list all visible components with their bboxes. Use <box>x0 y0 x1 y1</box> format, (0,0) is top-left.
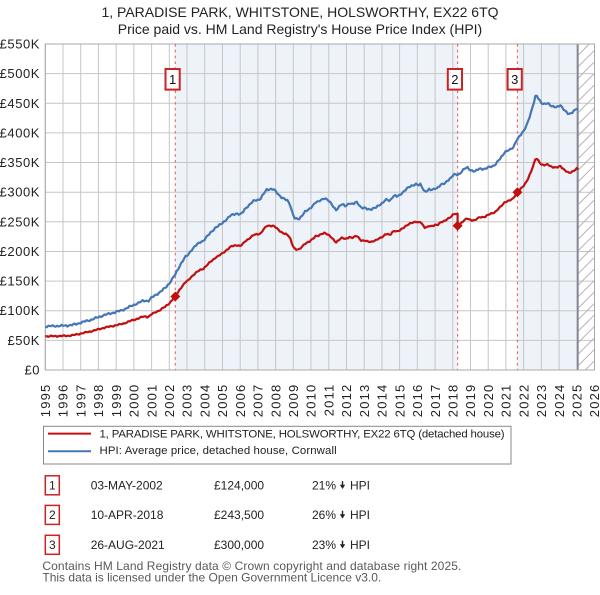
svg-text:£300,000: £300,000 <box>214 538 264 552</box>
svg-text:2019: 2019 <box>463 384 478 418</box>
svg-text:£250K: £250K <box>0 214 40 229</box>
svg-text:2: 2 <box>451 72 458 87</box>
svg-text:2: 2 <box>49 508 56 522</box>
svg-text:2009: 2009 <box>286 384 301 418</box>
svg-text:2023: 2023 <box>534 384 549 418</box>
svg-text:2008: 2008 <box>268 384 283 418</box>
svg-text:2005: 2005 <box>215 384 230 418</box>
svg-text:1, PARADISE PARK, WHITSTONE, H: 1, PARADISE PARK, WHITSTONE, HOLSWORTHY,… <box>101 4 498 20</box>
svg-text:2024: 2024 <box>552 384 567 418</box>
svg-text:26-AUG-2021: 26-AUG-2021 <box>91 538 165 552</box>
svg-text:3: 3 <box>511 72 518 87</box>
svg-text:2012: 2012 <box>339 384 354 418</box>
svg-text:£550K: £550K <box>0 37 40 52</box>
svg-text:£243,500: £243,500 <box>214 508 264 522</box>
svg-text:21%: 21% <box>312 479 336 493</box>
svg-text:2025: 2025 <box>570 384 585 418</box>
svg-text:Contains HM Land Registry data: Contains HM Land Registry data © Crown c… <box>42 559 461 573</box>
svg-text:2011: 2011 <box>322 384 337 417</box>
svg-text:2022: 2022 <box>516 384 531 418</box>
svg-text:2013: 2013 <box>357 384 372 418</box>
svg-text:£124,000: £124,000 <box>214 479 264 493</box>
svg-text:This data is licensed under th: This data is licensed under the Open Gov… <box>42 571 381 585</box>
svg-text:£200K: £200K <box>0 244 40 259</box>
svg-text:£0: £0 <box>24 363 40 378</box>
svg-text:£350K: £350K <box>0 155 40 170</box>
svg-text:10-APR-2018: 10-APR-2018 <box>91 508 164 522</box>
svg-text:2010: 2010 <box>304 384 319 418</box>
svg-text:2021: 2021 <box>499 384 514 418</box>
svg-text:2007: 2007 <box>251 384 266 418</box>
svg-text:1995: 1995 <box>38 384 53 418</box>
svg-text:HPI: Average price, detached h: HPI: Average price, detached house, Corn… <box>100 445 337 457</box>
svg-text:Price paid vs. HM Land Registr: Price paid vs. HM Land Registry's House … <box>118 21 482 37</box>
svg-text:2016: 2016 <box>410 384 425 418</box>
svg-text:1: 1 <box>49 479 56 493</box>
svg-text:HPI: HPI <box>350 538 370 552</box>
svg-text:2001: 2001 <box>144 384 159 418</box>
svg-text:1: 1 <box>169 72 176 87</box>
svg-text:3: 3 <box>49 538 56 552</box>
svg-text:23%: 23% <box>312 538 336 552</box>
svg-text:1999: 1999 <box>109 384 124 418</box>
svg-text:£50K: £50K <box>7 333 40 348</box>
svg-text:2002: 2002 <box>162 384 177 418</box>
svg-text:2000: 2000 <box>127 384 142 418</box>
svg-text:2003: 2003 <box>180 384 195 418</box>
svg-text:2020: 2020 <box>481 384 496 418</box>
svg-text:1998: 1998 <box>91 384 106 418</box>
svg-text:HPI: HPI <box>350 508 370 522</box>
svg-text:2017: 2017 <box>428 384 443 418</box>
svg-text:2018: 2018 <box>446 384 461 418</box>
svg-text:£400K: £400K <box>0 125 40 140</box>
svg-text:£450K: £450K <box>0 96 40 111</box>
svg-text:1996: 1996 <box>56 384 71 418</box>
svg-text:2006: 2006 <box>233 384 248 418</box>
svg-text:£500K: £500K <box>0 66 40 81</box>
svg-text:£300K: £300K <box>0 185 40 200</box>
svg-text:2015: 2015 <box>392 384 407 418</box>
svg-text:2026: 2026 <box>587 384 600 418</box>
svg-text:£100K: £100K <box>0 303 40 318</box>
svg-text:2014: 2014 <box>375 384 390 418</box>
svg-text:1, PARADISE PARK, WHITSTONE, H: 1, PARADISE PARK, WHITSTONE, HOLSWORTHY,… <box>100 429 505 441</box>
svg-text:2004: 2004 <box>197 384 212 418</box>
svg-text:HPI: HPI <box>350 479 370 493</box>
svg-text:£150K: £150K <box>0 274 40 289</box>
svg-text:03-MAY-2002: 03-MAY-2002 <box>91 479 163 493</box>
svg-text:26%: 26% <box>312 508 336 522</box>
svg-text:1997: 1997 <box>73 384 88 418</box>
